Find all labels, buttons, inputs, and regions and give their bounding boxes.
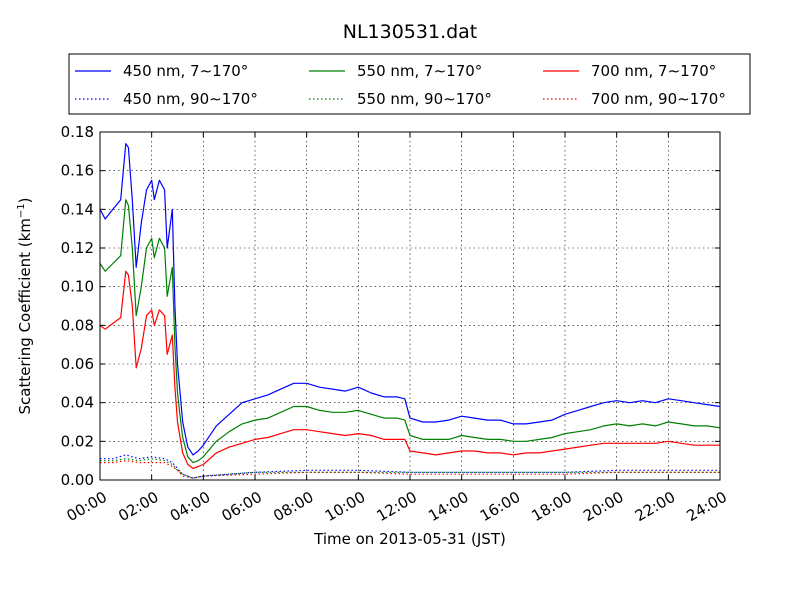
y-tick-label: 0.08 — [61, 316, 94, 334]
y-axis-label-main: Scattering Coefficient (km — [16, 218, 34, 414]
y-tick-label: 0.18 — [61, 123, 94, 141]
legend: 450 nm, 7∼170° 550 nm, 7∼170° 700 nm, 7∼17… — [68, 53, 751, 115]
chart-title: NL130531.dat — [343, 21, 478, 43]
y-tick-label: 0.14 — [61, 200, 94, 218]
legend-label: 550 nm, 90∼170° — [357, 90, 492, 108]
y-tick-label: 0.06 — [61, 355, 94, 373]
series-line-2 — [99, 199, 721, 464]
legend-label: 550 nm, 7∼170° — [357, 62, 482, 80]
legend-label: 700 nm, 7∼170° — [591, 62, 716, 80]
x-axis-label: Time on 2013-05-31 (JST) — [313, 530, 506, 548]
y-axis-label-sup: −1 — [16, 203, 27, 218]
y-tick-label: 0.02 — [61, 432, 94, 450]
legend-label: 700 nm, 90∼170° — [591, 90, 726, 108]
y-tick-label: 0.12 — [61, 239, 94, 257]
series-line-3 — [99, 270, 720, 469]
y-tick-label: 0.10 — [61, 278, 94, 296]
legend-box — [68, 53, 751, 115]
legend-label: 450 nm, 90∼170° — [123, 90, 258, 108]
y-axis-label: Scattering Coefficient (km−1) — [16, 197, 34, 414]
y-tick-label: 0.16 — [61, 162, 94, 180]
y-axis-label-end: ) — [16, 197, 34, 203]
series-layer — [99, 143, 721, 479]
series-line-4 — [100, 454, 720, 479]
legend-label: 450 nm, 7∼170° — [123, 62, 248, 80]
y-tick-label: 0.04 — [61, 394, 94, 412]
y-tick-label: 0.00 — [61, 471, 94, 489]
series-line-1 — [99, 143, 721, 456]
